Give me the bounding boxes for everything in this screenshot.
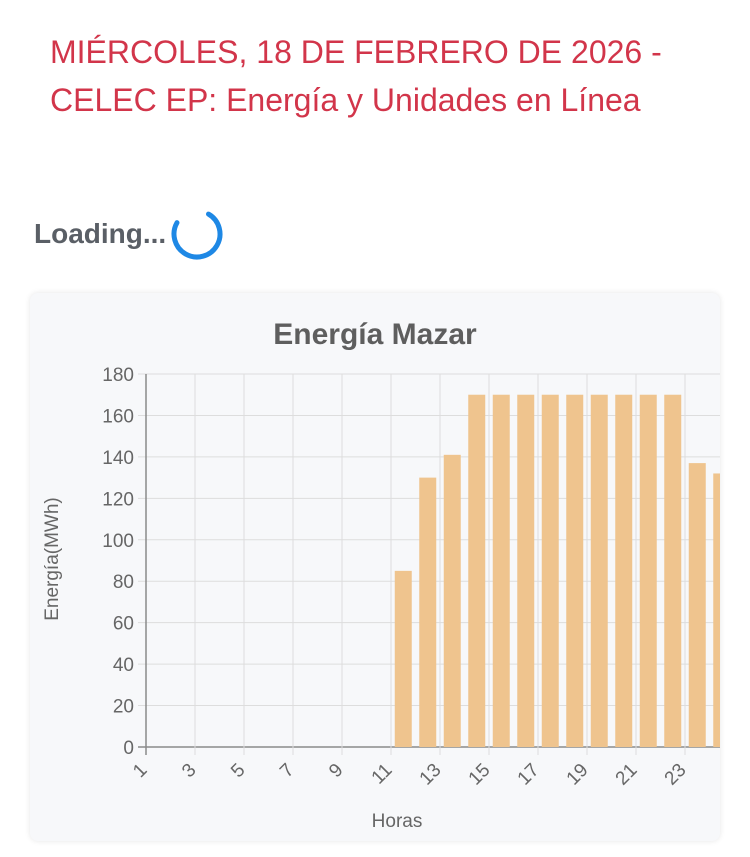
loading-text: Loading... [34,218,167,249]
x-tick-label: 5 [227,760,249,782]
bar-hour-18 [566,394,584,747]
x-tick-label: 19 [563,760,593,790]
loading-indicator: Loading... [34,202,224,266]
y-tick-label: 80 [113,572,134,593]
y-tick-label: 40 [113,655,134,676]
y-tick-label: 160 [102,406,134,427]
bar-hour-21 [639,394,657,747]
bar-hour-23 [688,463,706,747]
bar-hour-19 [590,394,608,747]
x-tick-label: 9 [325,760,347,782]
x-tick-label: 13 [416,760,446,790]
spinner-icon [170,207,224,261]
x-tick-label: 23 [661,760,691,790]
bar-hour-17 [541,394,559,747]
bar-hour-24 [713,473,720,747]
bar-hour-12 [419,477,437,747]
y-tick-label: 60 [113,614,134,635]
bar-hour-14 [468,394,486,747]
bar-hour-22 [664,394,682,747]
bar-hour-13 [443,454,461,747]
y-tick-label: 140 [102,448,134,469]
x-tick-label: 7 [276,760,298,782]
bar-hour-20 [615,394,633,747]
bar-hour-11 [394,570,412,747]
y-tick-label: 180 [102,365,134,386]
x-tick-label: 15 [465,760,495,790]
y-tick-label: 20 [113,697,134,718]
y-tick-label: 0 [123,738,134,759]
bar-hour-15 [492,394,510,747]
x-tick-label: 17 [514,760,544,790]
y-tick-label: 120 [102,489,134,510]
x-tick-label: 11 [368,760,397,789]
x-tick-label: 1 [129,760,151,782]
x-tick-label: 3 [178,760,200,782]
page-title: MIÉRCOLES, 18 DE FEBRERO DE 2026 - CELEC… [50,34,662,118]
x-tick-label: 21 [612,760,642,790]
chart-title: Energía Mazar [273,318,477,351]
y-axis-label: Energía(MWh) [42,497,63,621]
chart-card: Energía Mazar 0 20 40 60 80 100 120 140 160 180 1 3… [30,293,720,841]
y-tick-label: 100 [102,531,134,552]
bar-hour-16 [517,394,535,747]
x-axis-label: Horas [372,811,423,832]
